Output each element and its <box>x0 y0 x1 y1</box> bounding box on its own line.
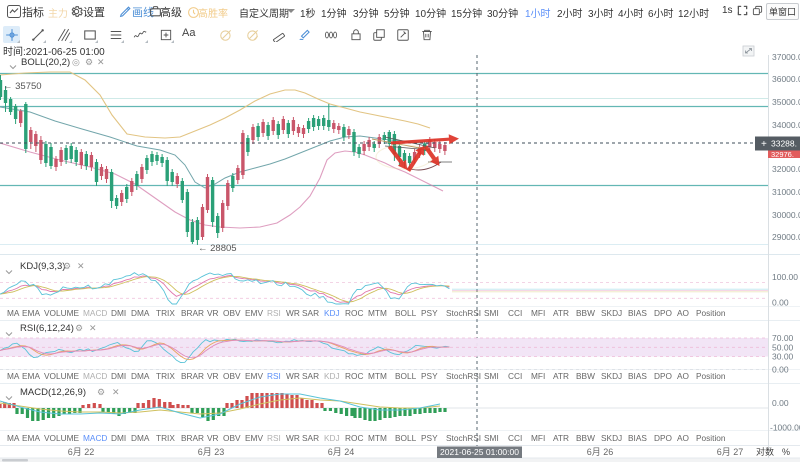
svg-text:← 35750: ← 35750 <box>3 81 42 92</box>
svg-text:100.00: 100.00 <box>772 272 798 282</box>
svg-text:31000.00: 31000.00 <box>772 187 800 197</box>
svg-text:34000.00: 34000.00 <box>772 120 800 130</box>
svg-text:%: % <box>782 447 790 457</box>
svg-text:6月 23: 6月 23 <box>198 447 225 457</box>
svg-text:2021-06-25 01:00:00: 2021-06-25 01:00:00 <box>440 447 519 457</box>
svg-text:← 28805: ← 28805 <box>198 243 237 254</box>
svg-text:0.00: 0.00 <box>772 398 789 408</box>
svg-text:6月 24: 6月 24 <box>328 447 355 457</box>
svg-text:对数: 对数 <box>756 446 774 457</box>
svg-text:32000.00: 32000.00 <box>772 164 800 174</box>
svg-text:-1000.00: -1000.00 <box>770 423 800 433</box>
svg-text:50.00: 50.00 <box>772 342 794 352</box>
svg-text:30.00: 30.00 <box>772 352 794 362</box>
svg-text:32976.: 32976. <box>771 150 794 159</box>
svg-text:35000.00: 35000.00 <box>772 97 800 107</box>
svg-text:0.00: 0.00 <box>772 365 789 375</box>
svg-text:30000.00: 30000.00 <box>772 210 800 220</box>
svg-text:70.00: 70.00 <box>772 333 794 343</box>
svg-text:6月 27: 6月 27 <box>717 447 744 457</box>
svg-text:6月 22: 6月 22 <box>68 447 95 457</box>
svg-text:37000.00: 37000.00 <box>772 52 800 62</box>
svg-text:+: + <box>761 139 767 150</box>
svg-text:29000.00: 29000.00 <box>772 232 800 242</box>
svg-text:0.00: 0.00 <box>772 298 789 308</box>
svg-text:33288.: 33288. <box>771 139 797 149</box>
svg-text:6月 26: 6月 26 <box>587 447 614 457</box>
svg-text:36000.00: 36000.00 <box>772 74 800 84</box>
